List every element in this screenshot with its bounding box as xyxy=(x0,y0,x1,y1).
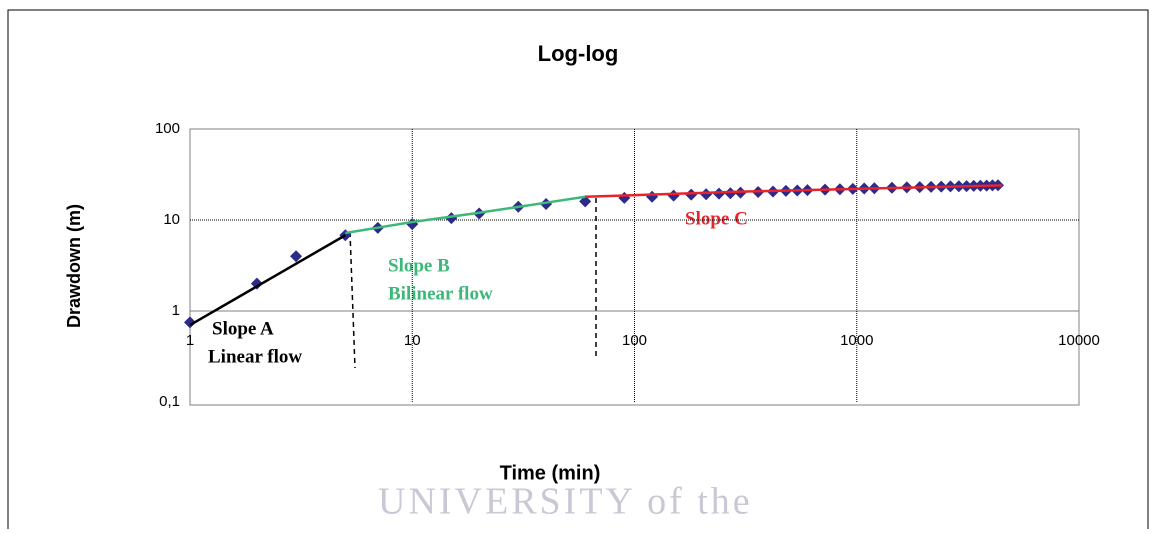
y-tick-label: 1 xyxy=(172,302,180,319)
x-axis-title: Time (min) xyxy=(500,462,601,484)
y-axis-title: Drawdown (m) xyxy=(64,204,84,328)
annotation: Slope B xyxy=(388,255,450,276)
chart: UNIVERSITY of the Log-log Drawdown (m) T… xyxy=(0,0,1156,529)
annotation: Linear flow xyxy=(208,346,302,367)
x-tick-label: 100 xyxy=(622,332,647,349)
y-tick-label: 10 xyxy=(163,211,180,228)
x-tick-label: 10000 xyxy=(1058,332,1100,349)
y-tick-label: 100 xyxy=(155,120,180,137)
annotation: Slope A xyxy=(212,318,274,339)
chart-frame xyxy=(8,10,1148,529)
watermark: UNIVERSITY of the xyxy=(378,481,753,523)
annotation: Slope C xyxy=(685,208,748,229)
x-tick-label: 1000 xyxy=(840,332,873,349)
y-tick-label: 0,1 xyxy=(159,393,180,410)
x-tick-label: 1 xyxy=(186,332,194,349)
chart-title: Log-log xyxy=(538,41,619,66)
annotation: Bilinear flow xyxy=(388,283,493,304)
x-tick-label: 10 xyxy=(404,332,421,349)
